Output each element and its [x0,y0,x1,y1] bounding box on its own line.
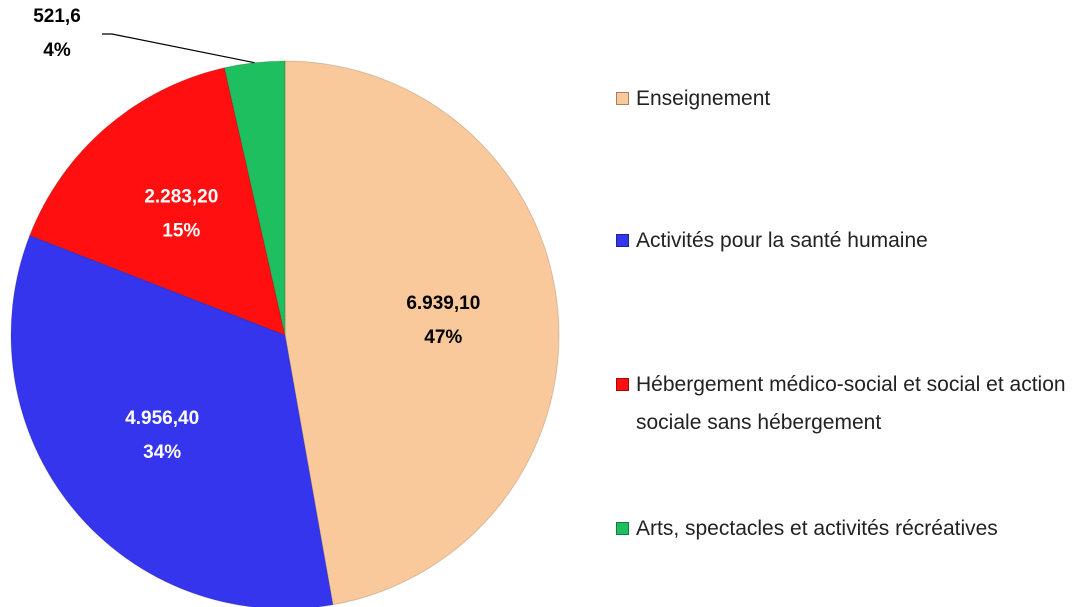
legend-item: Enseignement [616,80,1076,118]
legend-swatch [616,378,629,391]
data-label-percent: 47% [424,327,462,348]
pie-slice [29,67,286,336]
legend-item: Activités pour la santé humaine [616,222,1076,260]
legend-item: Arts, spectacles et activités récréative… [616,510,1076,548]
leader-line [102,33,255,64]
legend-label: Activités pour la santé humaine [636,229,928,252]
data-label-percent: 15% [162,221,200,242]
pie-slice [10,234,334,607]
legend-swatch [616,92,629,105]
legend-label: Arts, spectacles et activités récréative… [636,517,998,540]
legend-item: Hébergement médico-social et social et a… [616,366,1076,442]
data-label: 4.956,40 [125,408,199,429]
data-label: 6.939,10 [406,293,480,314]
data-label: 521,6 [33,6,81,27]
legend-swatch [616,234,629,247]
legend-label: Hébergement médico-social et social et a… [636,373,1066,434]
data-label: 2.283,20 [144,187,218,208]
data-label-percent: 4% [43,40,71,61]
legend-swatch [616,522,629,535]
data-label-percent: 34% [143,442,181,463]
pie-slice [223,60,286,336]
pie-slice [284,60,560,606]
legend-label: Enseignement [636,87,771,110]
